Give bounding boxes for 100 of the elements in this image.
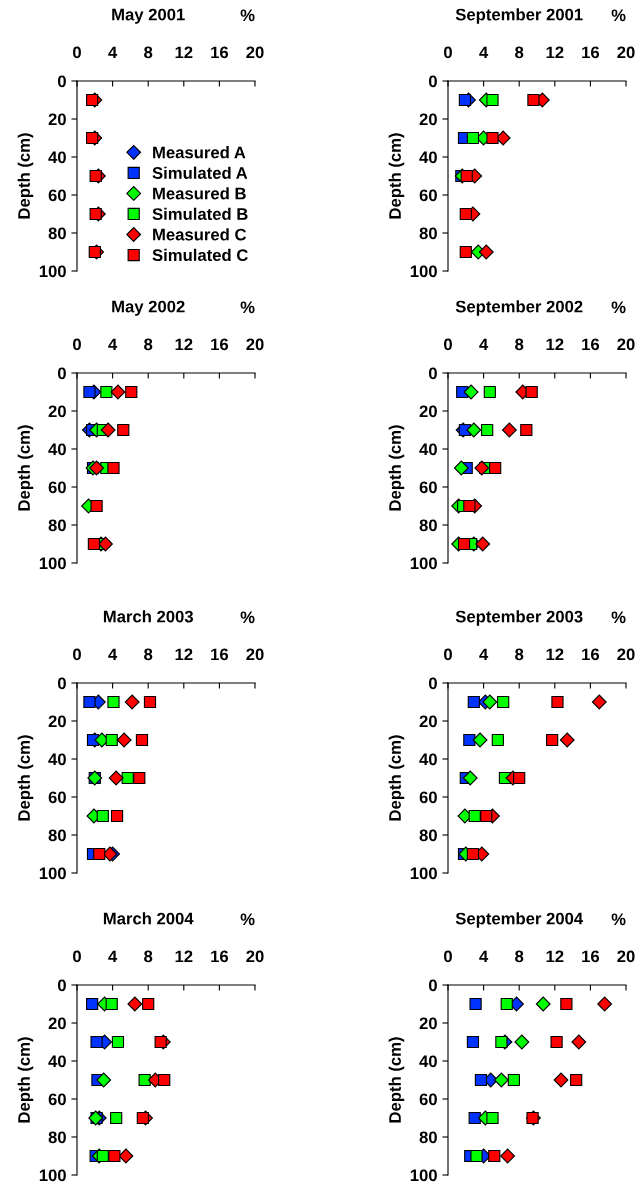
y-tick-label: 20: [48, 715, 66, 728]
x-tick-label: 16: [211, 46, 229, 59]
x-tick-label: 4: [108, 648, 118, 661]
x-tick-label: 20: [246, 950, 264, 963]
x-tick-label: 16: [582, 950, 600, 963]
y-tick-label: 0: [57, 367, 66, 380]
x-tick-label: 8: [515, 338, 524, 351]
legend-label: Simulated C: [152, 248, 248, 262]
y-tick-label: 40: [48, 1055, 66, 1068]
x-tick-label: 8: [515, 950, 524, 963]
y-tick-label: 60: [419, 791, 437, 804]
legend-label: Simulated A: [152, 166, 248, 179]
chart-title: March 2003: [103, 610, 193, 623]
chart-title: May 2002: [112, 300, 185, 316]
x-tick-label: 12: [546, 648, 564, 661]
x-tick-label: 16: [582, 338, 600, 351]
y-tick-label: 80: [419, 829, 437, 842]
y-axis-title: Depth (cm): [17, 133, 34, 219]
x-tick-label: 12: [175, 46, 193, 59]
y-tick-label: 0: [428, 979, 437, 992]
x-tick-label: 12: [175, 950, 193, 963]
x-tick-label: 20: [617, 46, 635, 59]
y-tick-label: 20: [419, 1017, 437, 1030]
x-tick-label: 0: [73, 950, 81, 963]
chart-title: March 2004: [103, 912, 194, 925]
x-tick-label: 0: [73, 338, 81, 351]
x-tick-label: 8: [515, 46, 524, 59]
x-tick-label: 12: [546, 950, 564, 963]
x-axis-title: %: [240, 913, 255, 926]
chart-title: September 2004: [455, 912, 584, 928]
y-tick-label: 60: [48, 189, 66, 202]
y-tick-label: 20: [48, 405, 66, 418]
x-tick-label: 4: [108, 338, 118, 351]
x-tick-label: 16: [211, 338, 229, 351]
y-tick-label: 0: [57, 979, 66, 992]
x-tick-label: 0: [73, 46, 81, 59]
x-tick-label: 8: [144, 338, 153, 351]
y-axis-title: Depth (cm): [17, 425, 34, 511]
x-axis-title: %: [611, 301, 626, 314]
y-tick-label: 100: [410, 557, 437, 570]
y-axis-title: Depth (cm): [17, 1037, 34, 1123]
y-tick-label: 40: [419, 753, 437, 766]
y-tick-label: 60: [419, 481, 437, 494]
x-tick-label: 20: [246, 648, 264, 661]
y-axis-title: Depth (cm): [388, 133, 405, 219]
x-tick-label: 8: [144, 648, 153, 661]
y-tick-label: 80: [48, 829, 66, 842]
chart-title: September 2001: [455, 8, 583, 24]
legend-label: Measured B: [153, 187, 246, 200]
y-tick-label: 60: [419, 189, 437, 202]
x-tick-label: 4: [479, 338, 489, 351]
y-tick-label: 60: [48, 481, 66, 494]
y-axis-title: Depth (cm): [17, 735, 34, 821]
x-tick-label: 20: [617, 648, 635, 661]
x-axis-title: %: [611, 611, 626, 624]
legend-label: Simulated B: [152, 207, 248, 220]
x-tick-label: 4: [479, 950, 489, 963]
x-tick-label: 20: [246, 46, 264, 59]
x-tick-label: 16: [582, 648, 600, 661]
y-tick-label: 0: [57, 677, 66, 690]
y-axis-title: Depth (cm): [388, 735, 405, 821]
x-tick-label: 16: [211, 648, 229, 661]
y-tick-label: 20: [48, 113, 66, 126]
legend-label: Measured A: [153, 146, 246, 159]
x-tick-label: 20: [617, 950, 635, 963]
x-tick-label: 4: [108, 46, 118, 59]
y-tick-label: 40: [419, 1055, 437, 1068]
y-tick-label: 60: [48, 791, 66, 804]
x-tick-label: 16: [211, 950, 229, 963]
y-tick-label: 100: [410, 265, 437, 278]
chart-title: September 2003: [455, 610, 583, 626]
x-tick-label: 0: [444, 338, 452, 351]
y-axis-title: Depth (cm): [388, 1037, 405, 1123]
y-tick-label: 0: [57, 75, 66, 88]
x-tick-label: 20: [246, 338, 264, 351]
x-axis-title: %: [611, 9, 626, 22]
y-tick-label: 60: [48, 1093, 66, 1106]
y-tick-label: 40: [419, 443, 437, 456]
x-tick-label: 0: [73, 648, 81, 661]
y-tick-label: 80: [48, 227, 66, 240]
x-axis-title: %: [240, 9, 255, 22]
y-tick-label: 100: [410, 867, 437, 880]
y-axis-title: Depth (cm): [388, 425, 405, 511]
y-tick-label: 20: [419, 715, 437, 728]
x-axis-title: %: [240, 611, 255, 624]
x-tick-label: 8: [515, 648, 524, 661]
x-axis-title: %: [611, 913, 626, 926]
y-tick-label: 60: [419, 1093, 437, 1106]
y-tick-label: 20: [48, 1017, 66, 1030]
x-tick-label: 4: [479, 648, 489, 661]
y-tick-label: 80: [419, 1131, 437, 1144]
y-tick-label: 100: [39, 265, 66, 278]
y-tick-label: 100: [39, 557, 66, 570]
y-tick-label: 100: [39, 867, 66, 880]
y-tick-label: 40: [48, 753, 66, 766]
x-tick-label: 8: [144, 950, 153, 963]
x-tick-label: 0: [444, 950, 452, 963]
y-tick-label: 80: [48, 1131, 66, 1144]
x-tick-label: 0: [444, 46, 452, 59]
y-tick-label: 20: [419, 405, 437, 418]
